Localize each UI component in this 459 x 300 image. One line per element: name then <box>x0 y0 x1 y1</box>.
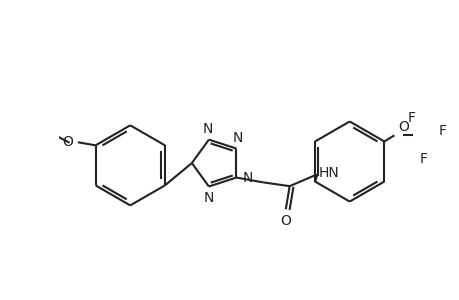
Text: O: O <box>62 135 73 149</box>
Text: N: N <box>203 191 213 205</box>
Text: O: O <box>280 214 291 228</box>
Text: N: N <box>232 131 243 145</box>
Text: N: N <box>242 170 252 184</box>
Text: F: F <box>419 152 427 166</box>
Text: F: F <box>406 111 414 125</box>
Text: N: N <box>202 122 212 136</box>
Text: F: F <box>437 124 445 139</box>
Text: HN: HN <box>318 166 339 180</box>
Text: O: O <box>397 120 408 134</box>
